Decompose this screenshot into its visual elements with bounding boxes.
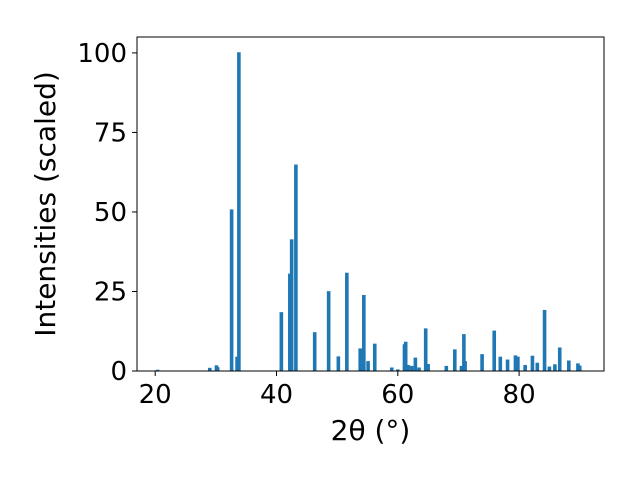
- bar: [326, 291, 331, 371]
- bar: [417, 367, 421, 371]
- bar: [207, 367, 212, 371]
- y-tick-label: 50: [94, 198, 127, 228]
- bar: [235, 356, 239, 371]
- bars: [155, 52, 582, 372]
- bar: [423, 328, 428, 371]
- bar: [403, 341, 408, 371]
- bar: [516, 356, 520, 371]
- bar: [462, 334, 466, 371]
- bar: [542, 309, 547, 371]
- bar: [362, 294, 366, 371]
- bar: [505, 359, 510, 371]
- bar: [288, 273, 292, 371]
- x-tick-label: 80: [503, 380, 536, 410]
- x-axis: 20 40 60 80: [139, 371, 536, 410]
- bar: [389, 367, 394, 371]
- bar: [336, 356, 341, 371]
- bar: [395, 369, 400, 371]
- bar: [237, 52, 241, 372]
- bar: [576, 363, 580, 371]
- bar: [312, 332, 317, 371]
- bar: [453, 349, 457, 371]
- bar: [366, 361, 370, 371]
- bar: [480, 354, 484, 371]
- bar: [215, 367, 220, 371]
- bar: [372, 343, 377, 371]
- bar: [406, 364, 410, 371]
- bar: [294, 164, 298, 371]
- bar: [459, 365, 464, 371]
- plot-frame: [136, 36, 605, 372]
- bar: [547, 366, 552, 371]
- x-tick-label: 20: [139, 380, 172, 410]
- y-tick-label: 0: [110, 357, 127, 387]
- bar: [426, 364, 430, 371]
- bar: [498, 356, 503, 371]
- bar: [413, 357, 418, 371]
- bar: [535, 362, 540, 371]
- x-axis-label: 2θ (°): [331, 414, 411, 447]
- y-tick-label: 100: [77, 39, 127, 69]
- y-tick-label: 75: [94, 118, 127, 148]
- y-axis: 0 25 50 75 100: [77, 39, 137, 387]
- bar: [557, 347, 562, 371]
- bar: [358, 348, 362, 371]
- bar: [345, 272, 349, 371]
- bar: [577, 365, 582, 371]
- y-axis-label: Intensities (scaled): [29, 71, 62, 337]
- x-tick-label: 60: [381, 380, 414, 410]
- bar: [444, 365, 449, 371]
- bar: [567, 360, 571, 371]
- bar: [513, 355, 518, 371]
- bar: [553, 364, 557, 371]
- bar: [229, 209, 234, 371]
- bar: [155, 369, 160, 371]
- bar: [289, 239, 294, 371]
- bar: [409, 365, 414, 371]
- bar: [463, 361, 467, 371]
- bar: [530, 355, 535, 371]
- x-tick-label: 40: [260, 380, 293, 410]
- bar: [279, 312, 284, 371]
- bar: [492, 330, 497, 371]
- y-tick-label: 25: [94, 277, 127, 307]
- bar: [523, 364, 527, 371]
